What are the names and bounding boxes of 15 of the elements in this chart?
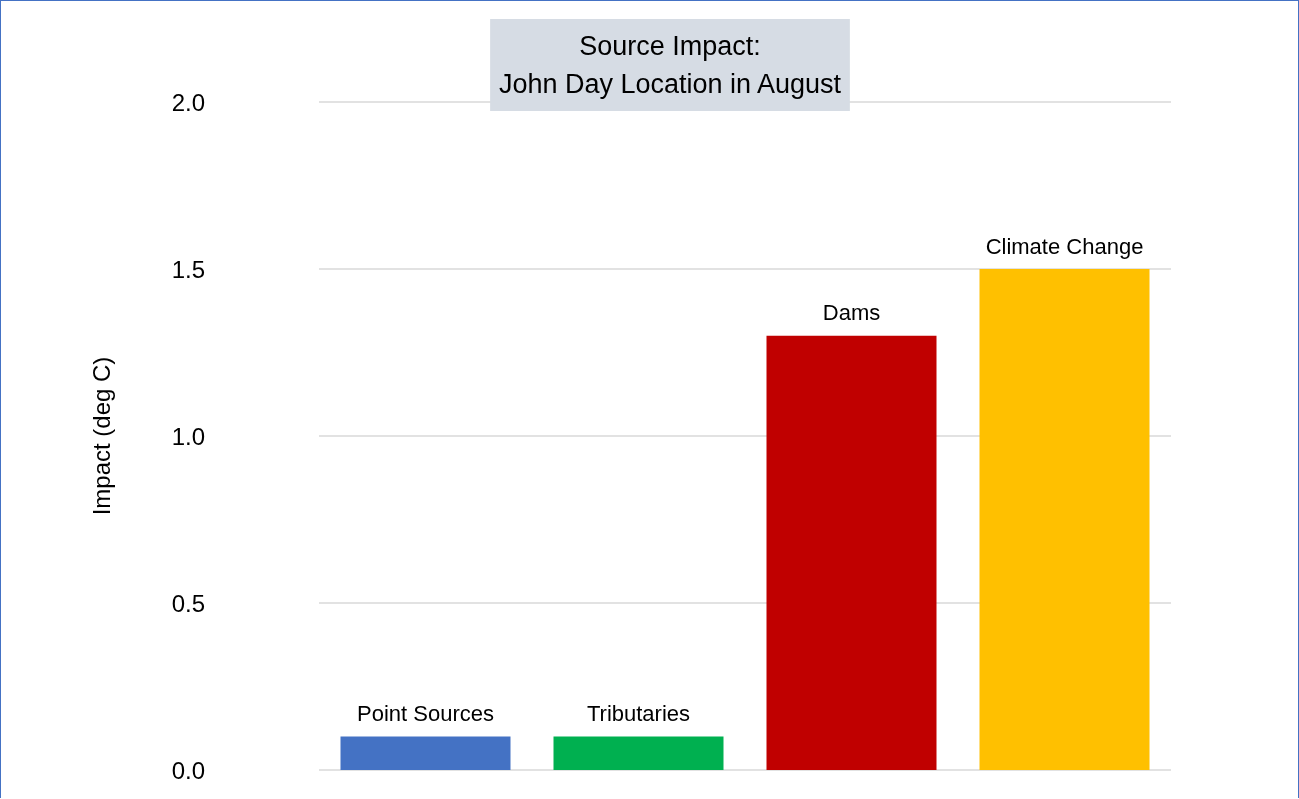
bar xyxy=(340,736,511,770)
x-tick-label: Climate Change xyxy=(985,233,1144,259)
x-tick-label: Tributaries xyxy=(586,701,691,727)
y-tick-label: 0.5 xyxy=(171,589,205,617)
bar xyxy=(766,335,937,770)
chart-title: Source Impact: John Day Location in August xyxy=(498,31,842,99)
y-tick-label: 2.0 xyxy=(171,88,205,116)
x-tick-label: Dams xyxy=(822,300,881,326)
y-axis-title: Impact (deg C) xyxy=(87,356,115,516)
y-tick-label: 0.0 xyxy=(171,756,205,784)
y-tick-label: 1.0 xyxy=(171,422,205,450)
bar xyxy=(979,269,1150,770)
bar xyxy=(553,736,724,770)
x-tick-label: Point Sources xyxy=(357,701,494,727)
y-tick-label: 1.5 xyxy=(171,255,205,283)
